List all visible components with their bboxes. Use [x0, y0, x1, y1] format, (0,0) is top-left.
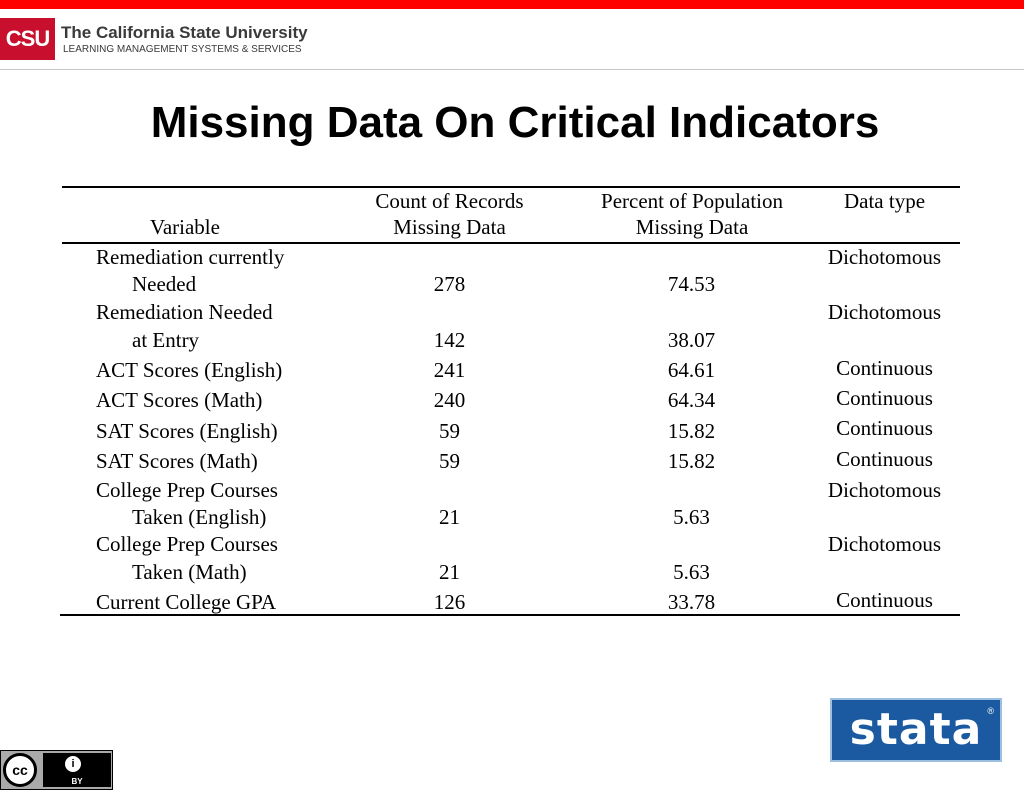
- row-percent: 15.82: [667, 449, 716, 473]
- row-type: Dichotomous: [827, 478, 942, 502]
- cc-by-panel: i BY: [43, 753, 111, 787]
- row-variable: Current College GPA: [96, 590, 277, 614]
- row-type: Continuous: [836, 588, 933, 612]
- row-variable: ACT Scores (English): [96, 358, 283, 382]
- row-count: 126: [433, 590, 466, 614]
- stata-logo: stata ®: [830, 698, 1002, 762]
- row-count: 142: [433, 328, 466, 352]
- row-count: 278: [433, 272, 466, 296]
- table-rule-header: [62, 242, 960, 244]
- row-percent: 15.82: [667, 419, 716, 443]
- creative-commons-badge: cc i BY: [0, 750, 113, 790]
- stata-logo-text: stata: [849, 704, 983, 755]
- col-header-count-2: Missing Data: [393, 215, 506, 239]
- row-type: Continuous: [836, 386, 933, 410]
- row-count: 59: [439, 449, 460, 473]
- row-percent: 5.63: [673, 560, 710, 584]
- row-percent: 64.34: [667, 388, 716, 412]
- row-count: 21: [439, 560, 460, 584]
- row-type: Continuous: [836, 447, 933, 471]
- row-percent: 74.53: [667, 272, 716, 296]
- row-percent: 38.07: [667, 328, 716, 352]
- org-subtitle: LEARNING MANAGEMENT SYSTEMS & SERVICES: [63, 44, 302, 55]
- csu-logo: CSU: [0, 18, 55, 60]
- row-type: Dichotomous: [827, 300, 942, 324]
- csu-logo-text: CSU: [5, 26, 50, 51]
- row-type: Dichotomous: [827, 245, 942, 269]
- registered-icon: ®: [987, 706, 994, 716]
- row-variable: ACT Scores (Math): [96, 388, 263, 412]
- cc-icon-text: cc: [12, 762, 28, 778]
- row-percent: 5.63: [673, 505, 710, 529]
- row-type: Continuous: [836, 416, 933, 440]
- row-percent: 64.61: [667, 358, 716, 382]
- row-variable: SAT Scores (Math): [96, 449, 258, 473]
- header-divider: [0, 69, 1024, 70]
- table-rule-top: [62, 186, 960, 188]
- top-accent-bar: [0, 0, 1024, 9]
- attribution-icon: i: [63, 754, 83, 774]
- cc-icon: cc: [3, 753, 37, 787]
- row-variable-cont: Taken (Math): [132, 560, 247, 584]
- slide-title: Missing Data On Critical Indicators: [150, 98, 880, 147]
- col-header-count-1: Count of Records: [375, 189, 524, 213]
- col-header-percent-1: Percent of Population: [601, 189, 783, 213]
- row-type: Dichotomous: [827, 532, 942, 556]
- row-variable-cont: Taken (English): [132, 505, 267, 529]
- cc-by-label: BY: [71, 777, 83, 786]
- row-variable: Remediation Needed: [96, 300, 273, 324]
- row-count: 240: [433, 388, 466, 412]
- org-name: The California State University: [61, 23, 308, 42]
- row-type: Continuous: [836, 356, 933, 380]
- row-count: 241: [433, 358, 466, 382]
- attribution-icon-text: i: [71, 758, 75, 770]
- row-variable: Remediation currently: [96, 245, 285, 269]
- row-count: 59: [439, 419, 460, 443]
- row-variable: SAT Scores (English): [96, 419, 278, 443]
- row-count: 21: [439, 505, 460, 529]
- table-rule-bottom: [60, 614, 960, 616]
- row-variable: College Prep Courses: [96, 532, 278, 556]
- row-percent: 33.78: [667, 590, 716, 614]
- col-header-percent-2: Missing Data: [635, 215, 749, 239]
- row-variable-cont: at Entry: [132, 328, 200, 352]
- col-header-variable: Variable: [150, 215, 220, 239]
- col-header-type: Data type: [843, 189, 926, 213]
- row-variable: College Prep Courses: [96, 478, 278, 502]
- row-variable-cont: Needed: [132, 272, 197, 296]
